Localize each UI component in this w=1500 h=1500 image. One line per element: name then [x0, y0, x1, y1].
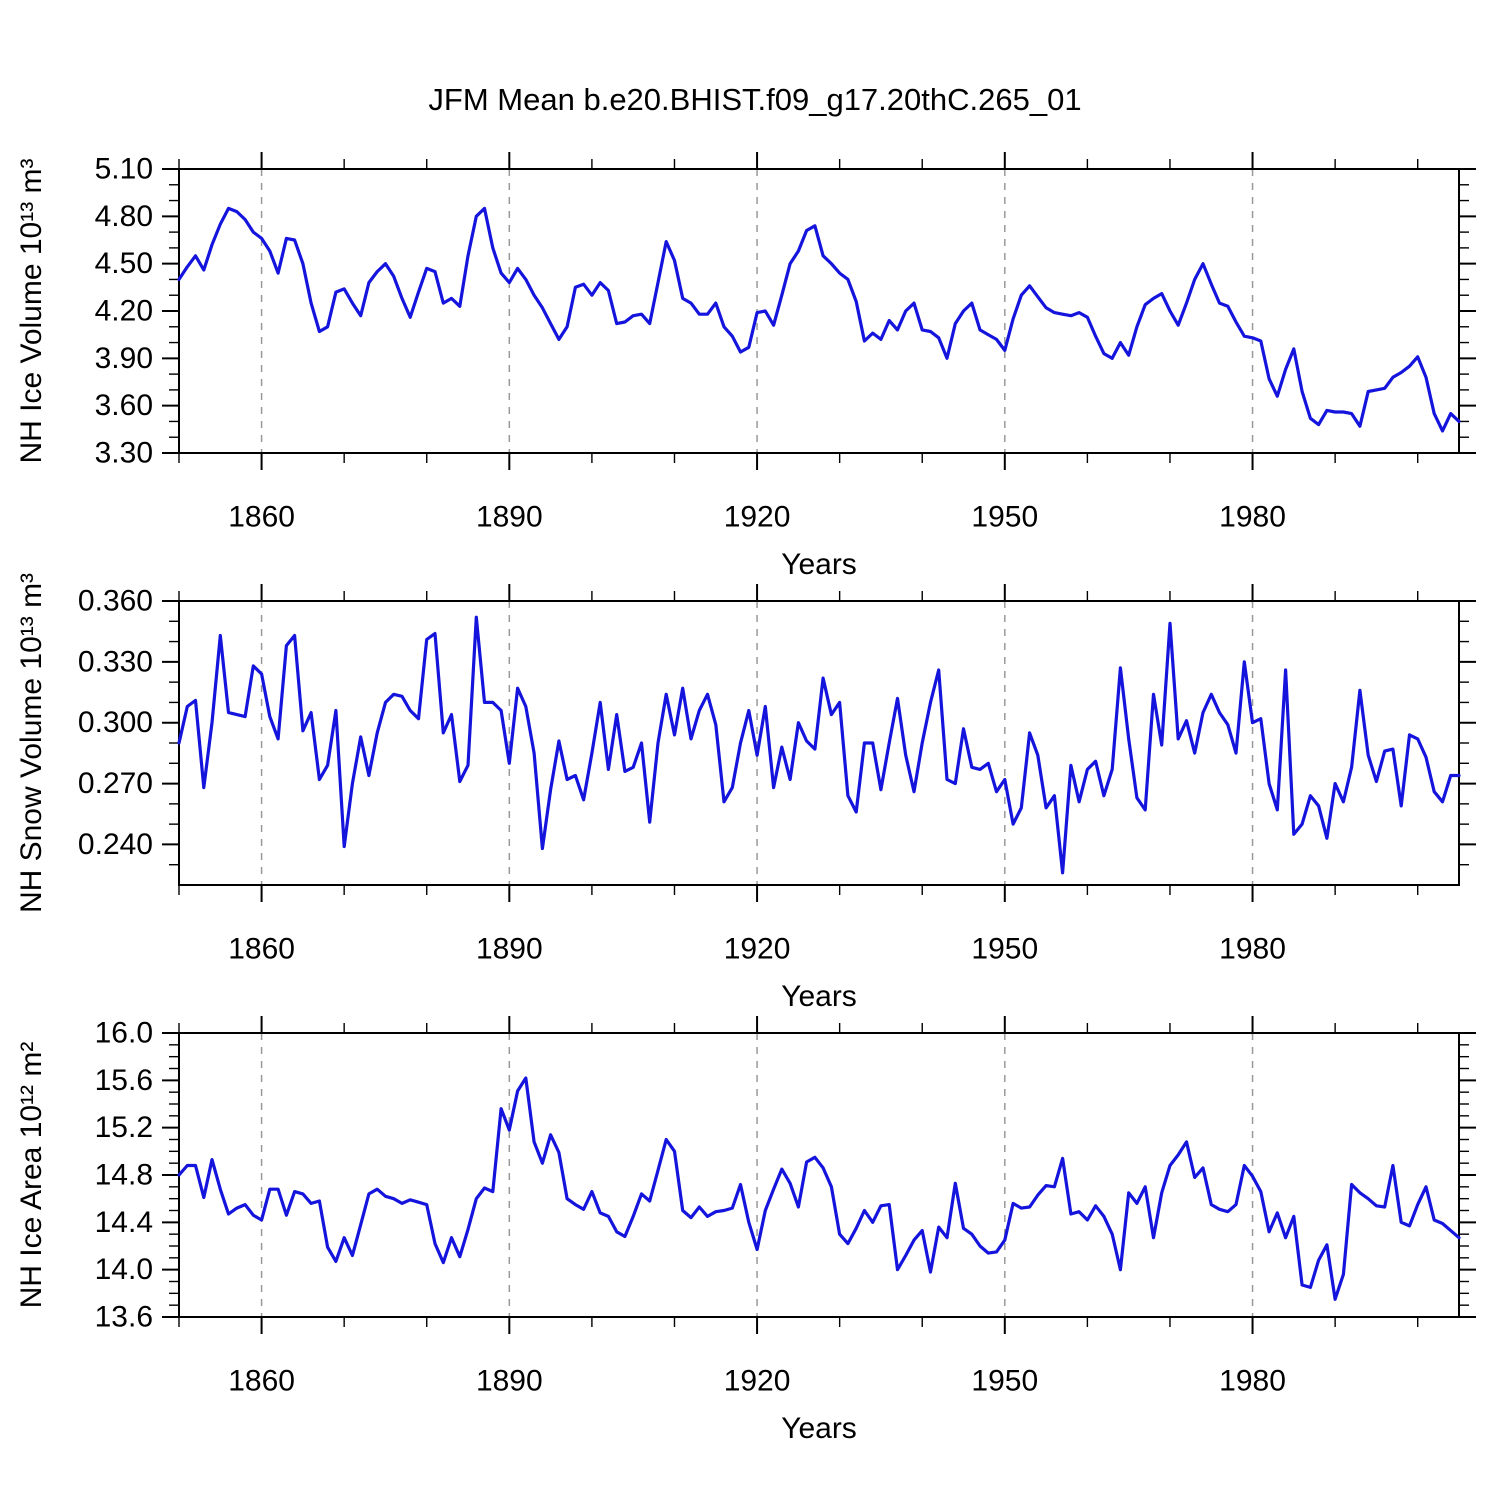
y-tick-label: 3.60	[95, 389, 153, 422]
y-tick-label: 0.300	[78, 706, 153, 739]
y-tick-label: 16.0	[95, 1017, 153, 1050]
series-line-ice-volume	[177, 206, 1461, 433]
x-tick-label: 1890	[476, 501, 543, 534]
x-axis-label-panel2: Years	[781, 980, 857, 1013]
y-tick-label: 15.6	[95, 1064, 153, 1097]
x-tick-label: 1950	[971, 501, 1038, 534]
x-tick-label: 1980	[1219, 933, 1286, 966]
series-line-snow-volume	[177, 615, 1461, 875]
x-tick-label: 1950	[971, 933, 1038, 966]
panel-ice-volume: 3.30 3.60 3.90 4.20 4.50 4.80 5.10 1860 1890 1920…	[95, 152, 1476, 534]
y-tick-label: 0.360	[78, 585, 153, 618]
x-axis-label-panel3: Years	[781, 1412, 857, 1445]
x-tick-label: 1980	[1219, 501, 1286, 534]
y-tick-label: 0.330	[78, 645, 153, 678]
axis-frame	[178, 168, 1460, 454]
y-tick-label: 14.0	[95, 1253, 153, 1286]
y-tick-label: 4.80	[95, 200, 153, 233]
x-tick-label: 1980	[1219, 1365, 1286, 1398]
y-tick-label: 5.10	[95, 153, 153, 186]
y-tick-label: 0.240	[78, 828, 153, 861]
y-tick-label: 15.2	[95, 1111, 153, 1144]
chart-title: JFM Mean b.e20.BHIST.f09_g17.20thC.265_0…	[428, 82, 1082, 117]
y-tick-label: 4.50	[95, 247, 153, 280]
x-tick-label: 1860	[228, 1365, 295, 1398]
y-tick-label: 13.6	[95, 1301, 153, 1334]
y-tick-label: 14.8	[95, 1159, 153, 1192]
y-tick-label: 3.30	[95, 437, 153, 470]
axis-frame	[178, 600, 1460, 886]
x-tick-label: 1950	[971, 1365, 1038, 1398]
y-tick-label: 4.20	[95, 295, 153, 328]
x-tick-label: 1890	[476, 1365, 543, 1398]
x-tick-label: 1920	[724, 501, 791, 534]
panel-snow-volume: 0.240 0.270 0.300 0.330 0.360 1860 1890 1920 195…	[78, 584, 1476, 966]
y-tick-label: 3.90	[95, 342, 153, 375]
y-tick-label: 0.270	[78, 767, 153, 800]
x-tick-label: 1890	[476, 933, 543, 966]
x-tick-label: 1920	[724, 1365, 791, 1398]
panel-ice-area: 13.6 14.0 14.4 14.8 15.2 15.6 16.0 1860 1890 1920…	[95, 1016, 1476, 1398]
y-tick-label: 14.4	[95, 1206, 153, 1239]
x-tick-label: 1860	[228, 501, 295, 534]
x-axis-label-panel1: Years	[781, 548, 857, 581]
x-tick-label: 1860	[228, 933, 295, 966]
series-line-ice-area	[177, 1076, 1461, 1301]
x-tick-label: 1920	[724, 933, 791, 966]
axis-frame	[178, 1032, 1460, 1318]
